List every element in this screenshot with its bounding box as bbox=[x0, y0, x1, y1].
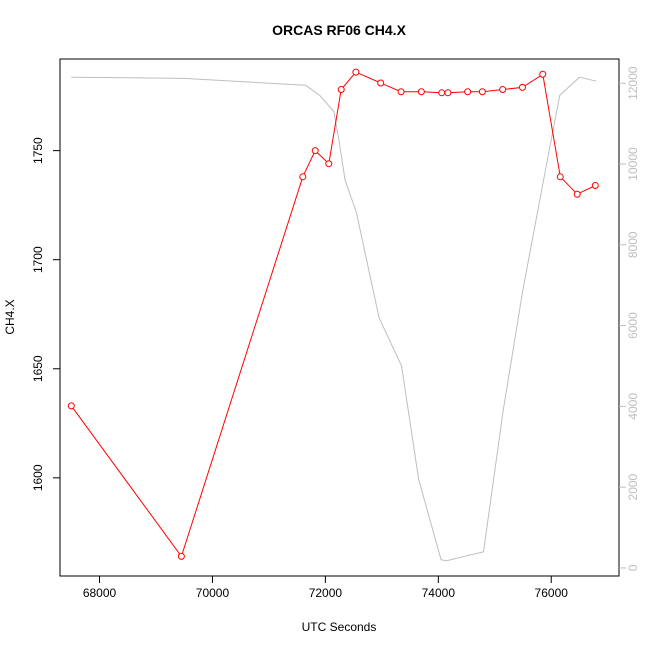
ch4-data-point bbox=[444, 89, 452, 97]
y2-tick-label: 6000 bbox=[626, 312, 640, 339]
ch4-data-point bbox=[591, 182, 599, 190]
x-tick-label: 76000 bbox=[535, 586, 569, 600]
x-axis: 68000 70000 72000 74000 76000 bbox=[83, 576, 568, 600]
x-tick-label: 68000 bbox=[83, 586, 117, 600]
ch4-data-point bbox=[464, 88, 472, 96]
y2-tick-label: 0 bbox=[626, 564, 640, 571]
x-axis-label: UTC Seconds bbox=[302, 620, 377, 634]
y-tick-label: 1600 bbox=[31, 464, 45, 491]
y-tick-label: 1700 bbox=[31, 246, 45, 273]
ch4-data-point bbox=[556, 173, 564, 181]
x-tick-label: 70000 bbox=[196, 586, 230, 600]
ch4-data-point bbox=[352, 68, 360, 76]
plot-frame bbox=[59, 58, 620, 577]
y2-tick-label: 10000 bbox=[626, 147, 640, 181]
y2-tick-label: 2000 bbox=[626, 473, 640, 500]
series-layer bbox=[67, 68, 599, 562]
ch4-data-point bbox=[299, 173, 307, 181]
y2-tick-label: 4000 bbox=[626, 393, 640, 420]
y-tick-label: 1750 bbox=[31, 137, 45, 164]
y-tick-label: 1650 bbox=[31, 355, 45, 382]
chart-title: ORCAS RF06 CH4.X bbox=[272, 22, 406, 38]
ch4-data-point bbox=[499, 86, 507, 94]
ch4-data-point bbox=[67, 402, 75, 410]
y2-tick-label: 12000 bbox=[626, 66, 640, 100]
ch4-series-line bbox=[70, 71, 596, 558]
ch4-data-point bbox=[311, 147, 319, 155]
y-axis-left: 1600 1650 1700 1750 bbox=[31, 137, 60, 491]
y-axis-label: CH4.X bbox=[3, 299, 17, 334]
x-tick-label: 72000 bbox=[309, 586, 343, 600]
ch4-data-point bbox=[417, 88, 425, 96]
ch4-data-point bbox=[337, 86, 345, 94]
x-tick-label: 74000 bbox=[422, 586, 456, 600]
ch4-data-point bbox=[478, 88, 486, 96]
ch4-data-point bbox=[397, 88, 405, 96]
y-axis-right: 0 2000 4000 6000 8000 10000 12000 bbox=[619, 66, 640, 571]
y2-tick-label: 8000 bbox=[626, 231, 640, 258]
ch4-data-point bbox=[177, 552, 185, 560]
ch4-data-point bbox=[325, 160, 333, 168]
altitude-series-line bbox=[71, 76, 597, 562]
ch4-data-point bbox=[539, 70, 547, 78]
ch4-data-point bbox=[518, 83, 526, 91]
ch4-data-point bbox=[377, 79, 385, 87]
ch4-data-point bbox=[438, 89, 446, 97]
ch4-data-point bbox=[573, 190, 581, 198]
